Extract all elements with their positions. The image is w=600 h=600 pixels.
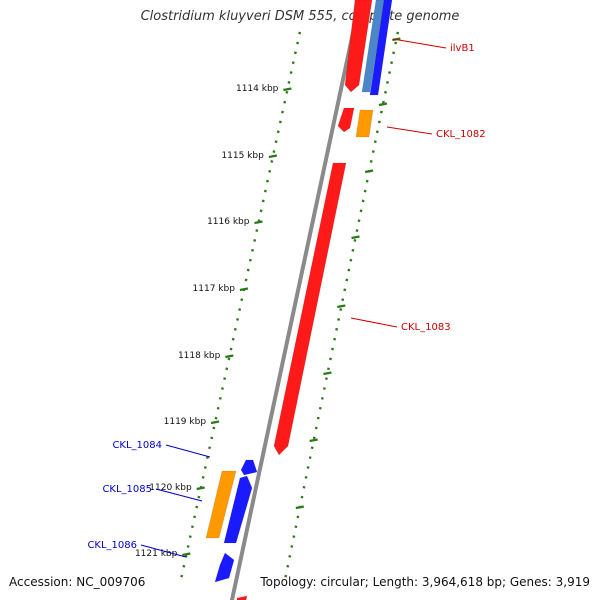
gene-label-leader	[392, 38, 447, 49]
tick-mark	[351, 235, 360, 240]
genome-backbone	[230, 0, 362, 600]
gene-feature	[223, 475, 253, 544]
tick-label: 1118 kbp	[178, 351, 221, 361]
tick-mark	[268, 154, 278, 159]
tick-label: 1120 kbp	[149, 483, 192, 493]
tick-label: 1119 kbp	[164, 417, 207, 427]
tick-mark	[323, 371, 332, 376]
tick-label: 1116 kbp	[207, 217, 250, 227]
tick-mark	[364, 169, 374, 174]
gene-feature	[361, 0, 385, 93]
tick-mark	[378, 102, 388, 107]
gene-feature	[273, 162, 347, 456]
tick-mark	[210, 420, 220, 425]
gene-feature	[205, 470, 237, 539]
tick-mark	[337, 304, 346, 309]
gene-label-ckl-1086: CKL_1086	[87, 540, 137, 551]
gene-feature	[240, 459, 258, 476]
gene-feature	[344, 0, 373, 93]
scale-ring-left	[180, 31, 302, 578]
gene-label-ilvb1: ilvB1	[450, 43, 475, 54]
gene-feature	[369, 0, 393, 96]
gene-label-ckl-1082: CKL_1082	[436, 129, 486, 140]
tick-mark	[309, 438, 318, 443]
tick-mark	[283, 87, 292, 92]
tick-mark	[239, 287, 249, 292]
tick-label: 1114 kbp	[236, 84, 279, 94]
gene-label-leader	[140, 544, 187, 558]
tick-label: 1121 kbp	[135, 549, 178, 559]
gene-label-leader	[155, 488, 203, 502]
scale-ring-right	[284, 31, 400, 578]
genome-summary-text: Topology: circular; Length: 3,964,618 bp…	[260, 575, 590, 589]
gene-feature	[214, 552, 235, 583]
gene-label-ckl-1084: CKL_1084	[112, 440, 162, 451]
gene-label-leader	[165, 444, 211, 458]
gene-feature	[236, 595, 248, 600]
tick-mark	[182, 552, 191, 557]
gene-feature	[355, 109, 374, 138]
tick-label: 1117 kbp	[193, 284, 236, 294]
gene-label-ckl-1083: CKL_1083	[401, 322, 451, 333]
gene-label-ckl-1085: CKL_1085	[102, 484, 152, 495]
tick-mark	[254, 220, 263, 225]
tick-label: 1115 kbp	[221, 151, 264, 161]
tick-mark	[196, 486, 205, 491]
accession-text: Accession: NC_009706	[9, 575, 146, 589]
tick-mark	[225, 354, 234, 359]
gene-label-leader	[386, 126, 433, 135]
gene-label-leader	[350, 317, 398, 328]
gene-feature	[337, 107, 355, 133]
tick-mark	[295, 505, 305, 510]
